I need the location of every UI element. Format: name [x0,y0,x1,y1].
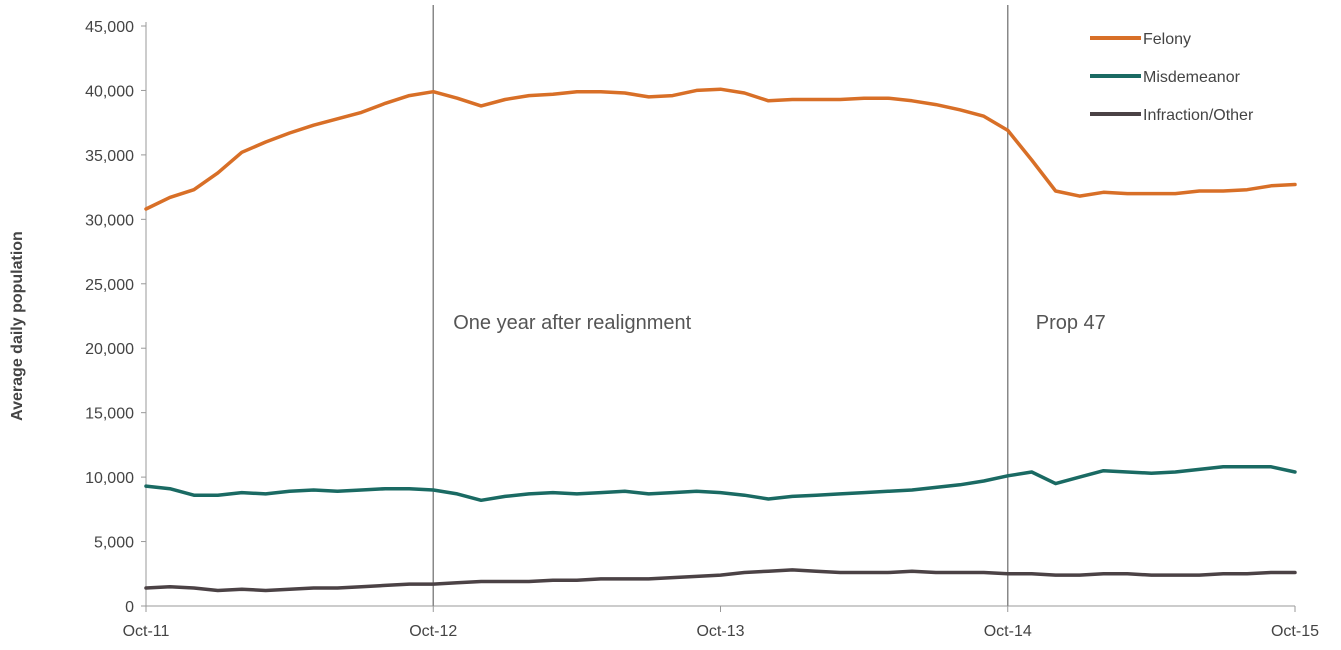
y-tick-label: 35,000 [85,148,134,165]
x-tick-label: Oct-13 [696,623,744,640]
y-tick-label: 0 [125,599,134,616]
x-tick-label: Oct-12 [409,623,457,640]
x-tick-label: Oct-14 [984,623,1032,640]
y-tick-label: 20,000 [85,341,134,358]
series-line-felony [144,87,1297,211]
legend-label: Infraction/Other [1143,107,1254,124]
y-tick-label: 40,000 [85,83,134,100]
series-line-infraction-other [144,568,1297,593]
legend-label: Felony [1143,31,1191,48]
legend-label: Misdemeanor [1143,69,1241,86]
annotation-label: Prop 47 [1036,312,1106,334]
y-tick-label: 25,000 [85,277,134,294]
series-line-misdemeanor [144,465,1297,503]
x-tick-label: Oct-15 [1271,623,1319,640]
y-tick-label: 10,000 [85,470,134,487]
y-tick-label: 45,000 [85,19,134,36]
y-tick-label: 5,000 [94,535,134,552]
y-axis-title: Average daily population [9,231,26,421]
x-tick-label: Oct-11 [123,623,170,640]
annotation-label: One year after realignment [453,312,691,334]
y-tick-label: 15,000 [85,406,134,423]
y-tick-label: 30,000 [85,212,134,229]
